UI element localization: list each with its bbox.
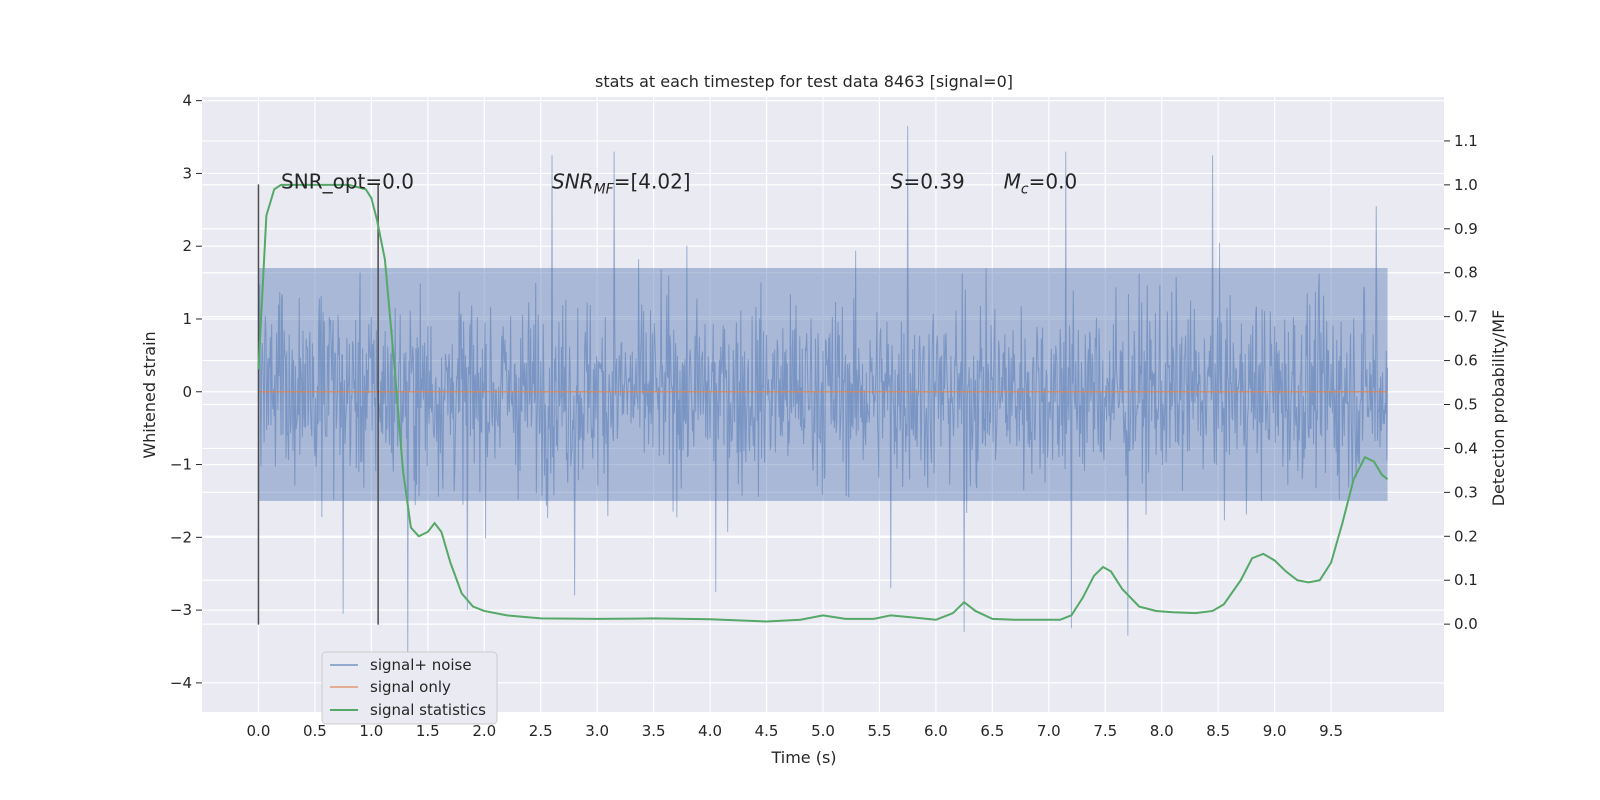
y-tick-label: 0 bbox=[182, 383, 192, 401]
x-tick-label: 6.5 bbox=[980, 722, 1004, 740]
statistics-line bbox=[257, 183, 1389, 623]
x-tick-label: 8.0 bbox=[1150, 722, 1174, 740]
x-tick-label: 5.5 bbox=[868, 722, 892, 740]
y-right-tick-label: 0.8 bbox=[1454, 264, 1478, 282]
y-right-tick-label: 0.5 bbox=[1454, 396, 1478, 414]
y-right-tick-label: 0.0 bbox=[1454, 615, 1478, 633]
x-tick-label: 3.5 bbox=[642, 722, 666, 740]
y-right-tick-label: 0.2 bbox=[1454, 527, 1478, 545]
x-tick-label: 9.5 bbox=[1319, 722, 1343, 740]
annotation-s-stat: S=0.39 bbox=[891, 169, 965, 193]
y-tick-label: −2 bbox=[170, 528, 192, 546]
annotations: SNR_opt=0.0 SNRMF=[4.02] S=0.39 Mc=0.0 bbox=[281, 169, 1077, 197]
annotation-mc: Mc=0.0 bbox=[1004, 169, 1078, 197]
y-right-tick-label: 0.7 bbox=[1454, 308, 1478, 326]
x-tick-label: 9.0 bbox=[1263, 722, 1287, 740]
y-tick-label: 2 bbox=[182, 237, 192, 255]
x-tick-label: 8.5 bbox=[1206, 722, 1230, 740]
noise-line bbox=[257, 126, 1389, 654]
x-tick-label: 3.0 bbox=[585, 722, 609, 740]
annotation-snr-mf: SNRMF=[4.02] bbox=[552, 169, 691, 197]
x-tick-label: 2.0 bbox=[472, 722, 496, 740]
y-tick-label: 1 bbox=[182, 310, 192, 328]
legend-box bbox=[321, 651, 498, 725]
x-tick-label: 0.5 bbox=[303, 722, 327, 740]
signal-noise-series bbox=[257, 126, 1389, 654]
y-tick-label: 4 bbox=[182, 92, 192, 110]
annotation-snr-opt: SNR_opt=0.0 bbox=[281, 169, 414, 193]
y-tick-label: −4 bbox=[170, 674, 192, 692]
legend: signal+ noise signal only signal statist… bbox=[321, 651, 498, 725]
x-axis-label: Time (s) bbox=[770, 748, 836, 767]
x-tick-label: 1.5 bbox=[416, 722, 440, 740]
y-right-axis-ticks: 1.1 1.0 0.9 0.8 0.7 0.6 0.5 0.4 0.3 0.2 0.1 0.0 bbox=[1444, 132, 1478, 633]
y-axis-ticks: 4 3 2 1 0 −1 −2 −3 −4 bbox=[170, 92, 202, 692]
legend-label-signal: signal only bbox=[370, 678, 451, 696]
x-axis-ticks: 0.0 0.5 1.0 1.5 2.0 2.5 3.0 3.5 4.0 4.5 5.0 5.5 6.0 6… bbox=[247, 722, 1343, 740]
y-right-tick-label: 1.1 bbox=[1454, 132, 1478, 150]
y-tick-label: 3 bbox=[182, 164, 192, 182]
x-tick-label: 6.0 bbox=[924, 722, 948, 740]
y-tick-label: −3 bbox=[170, 601, 192, 619]
signal-statistics-series bbox=[257, 183, 1389, 623]
y-right-tick-label: 1.0 bbox=[1454, 176, 1478, 194]
y-right-tick-label: 0.1 bbox=[1454, 571, 1478, 589]
x-tick-label: 5.0 bbox=[811, 722, 835, 740]
x-tick-label: 4.5 bbox=[755, 722, 779, 740]
y-right-tick-label: 0.4 bbox=[1454, 439, 1478, 457]
x-tick-label: 7.5 bbox=[1093, 722, 1117, 740]
y-axis-label: Whitened strain bbox=[140, 331, 159, 458]
segment-markers bbox=[257, 184, 379, 625]
y-right-tick-label: 0.9 bbox=[1454, 220, 1478, 238]
chart-title: stats at each timestep for test data 846… bbox=[595, 72, 1013, 91]
noise-band bbox=[258, 268, 1388, 501]
y-right-axis-label: Detection probability/MF bbox=[1489, 310, 1508, 507]
x-tick-label: 7.0 bbox=[1037, 722, 1061, 740]
x-tick-label: 0.0 bbox=[247, 722, 271, 740]
y-tick-label: −1 bbox=[170, 456, 192, 474]
x-tick-label: 4.0 bbox=[698, 722, 722, 740]
legend-label-noise: signal+ noise bbox=[370, 656, 472, 674]
legend-label-stats: signal statistics bbox=[370, 701, 486, 719]
y-right-tick-label: 0.6 bbox=[1454, 352, 1478, 370]
x-tick-label: 2.5 bbox=[529, 722, 553, 740]
y-right-tick-label: 0.3 bbox=[1454, 483, 1478, 501]
x-tick-label: 1.0 bbox=[359, 722, 383, 740]
